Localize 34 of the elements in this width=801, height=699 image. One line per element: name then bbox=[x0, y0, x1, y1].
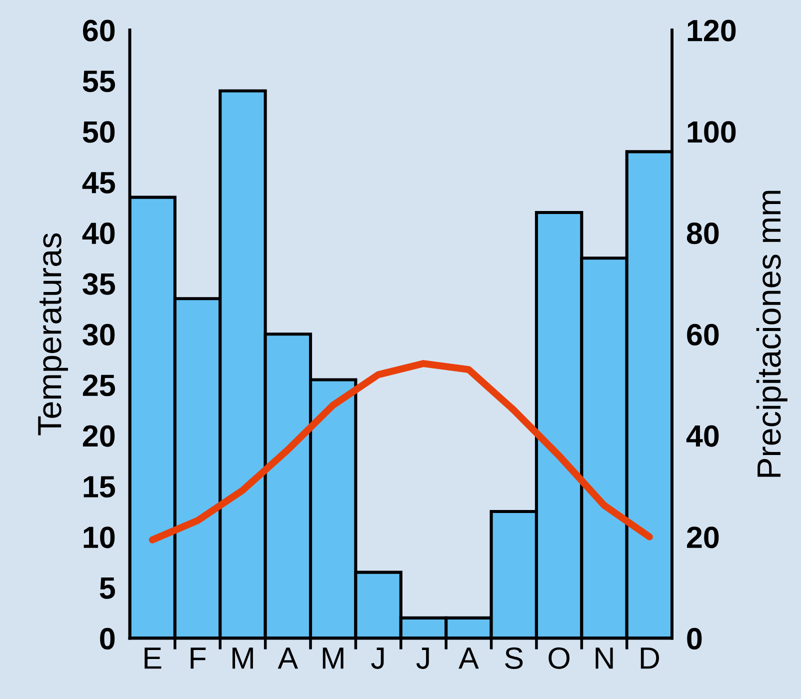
y-axis-title: Temperaturas bbox=[38, 233, 68, 436]
y-tick-label: 45 bbox=[82, 172, 116, 194]
y-tick-label: 50 bbox=[82, 121, 115, 143]
y-tick-label: 0 bbox=[100, 628, 115, 650]
y2-tick-label: 0 bbox=[687, 628, 702, 650]
y-tick-label: 20 bbox=[82, 425, 115, 447]
y2-axis-title: Precipitaciones mm bbox=[756, 190, 788, 477]
x-tick-label: M bbox=[322, 648, 344, 669]
y2-tick-label: 80 bbox=[686, 222, 719, 244]
y-tick-label: 60 bbox=[83, 20, 115, 42]
y-tick-label: 25 bbox=[82, 374, 116, 396]
x-tick-label: D bbox=[640, 648, 660, 669]
y-tick-label: 40 bbox=[82, 222, 115, 244]
y2-tick-label: 120 bbox=[688, 20, 736, 42]
x-tick-label: F bbox=[190, 648, 206, 669]
x-tick-label: A bbox=[458, 648, 479, 669]
y-tick-label: 30 bbox=[82, 324, 115, 346]
y-tick-label: 55 bbox=[82, 70, 116, 92]
y2-tick-label: 20 bbox=[686, 526, 719, 548]
y-tick-label: 15 bbox=[84, 476, 116, 498]
x-tick-label: J bbox=[416, 648, 429, 669]
y-tick-label: 5 bbox=[100, 578, 116, 599]
x-tick-label: E bbox=[144, 648, 162, 669]
x-tick-label: J bbox=[371, 648, 384, 669]
x-tick-label: S bbox=[505, 647, 523, 669]
y2-tick-label: 40 bbox=[686, 425, 719, 447]
y-tick-label: 35 bbox=[82, 273, 116, 295]
x-tick-label: M bbox=[232, 648, 253, 669]
x-tick-label: N bbox=[596, 648, 613, 669]
y2-tick-label: 100 bbox=[688, 121, 736, 143]
y2-tick-label: 60 bbox=[687, 324, 719, 346]
x-tick-label: A bbox=[278, 648, 298, 669]
y-tick-label: 10 bbox=[84, 526, 115, 548]
x-tick-label: O bbox=[548, 647, 570, 669]
